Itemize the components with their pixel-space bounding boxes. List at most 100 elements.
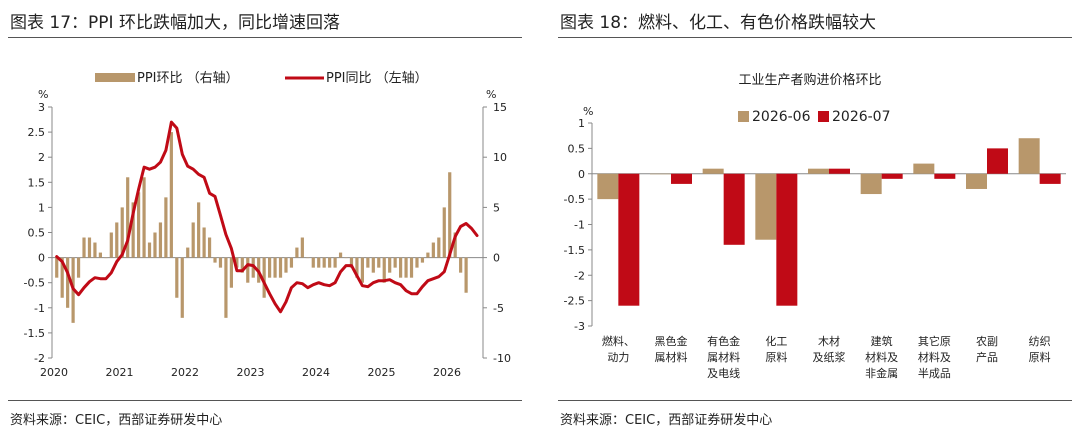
right-bottom-rule — [558, 400, 1072, 401]
chart-subtitle: 工业生产者购进价格环比 — [738, 72, 881, 88]
category-label: 动力 — [607, 351, 629, 364]
category-label: 及电线 — [707, 366, 740, 380]
mom-bar — [66, 257, 70, 308]
category-label: 材料及 — [918, 350, 951, 364]
y-tick-label: -1.5 — [564, 244, 585, 257]
bar-2026-07 — [723, 173, 745, 245]
mom-bar — [388, 257, 392, 273]
bar-2026-07 — [934, 173, 956, 179]
left-side-tick-label: -1.5 — [24, 327, 45, 340]
mom-bar — [317, 257, 321, 268]
legend-swatch-2026-07 — [818, 111, 829, 122]
bar-2026-06 — [650, 173, 671, 175]
mom-bar — [377, 257, 381, 268]
mom-bar — [60, 257, 64, 298]
right-axis-unit: % — [486, 88, 496, 101]
bar-2026-06 — [860, 173, 882, 195]
mom-bar — [104, 257, 108, 259]
mom-bar — [437, 237, 441, 258]
mom-bar — [415, 257, 419, 268]
right-chart-panel: 图表 18：燃料、化工、有色价格跌幅较大 工业生产者购进价格环比% 1 0.5 0 -0… — [550, 0, 1080, 437]
bar-2026-07 — [987, 148, 1008, 174]
mom-bar — [333, 257, 337, 268]
category-label: 其它原 — [918, 334, 951, 348]
x-tick-label: 2026 — [433, 366, 461, 379]
legend-swatch-mom — [95, 73, 135, 82]
left-chart-heading: 图表 17：PPI 环比跌幅加大，同比增速回落 — [10, 13, 340, 33]
y-tick-label: -2.5 — [564, 295, 585, 308]
mom-bar — [240, 257, 244, 273]
y-tick-label: -3 — [574, 320, 585, 333]
x-tick-label: 2023 — [237, 366, 265, 379]
bar-2026-06 — [597, 173, 619, 200]
mom-bar — [399, 257, 403, 278]
category-label: 有色金 — [707, 334, 740, 348]
mom-bar — [93, 242, 97, 258]
category-label: 黑色金 — [655, 334, 688, 348]
right-side-tick-label: -5 — [493, 302, 504, 315]
mom-bar — [453, 232, 457, 258]
mom-bar — [382, 257, 386, 283]
mom-bar — [311, 257, 315, 268]
mom-bar — [98, 252, 102, 258]
mom-bar — [295, 247, 299, 258]
right-side-tick-label: 5 — [493, 201, 500, 214]
bar-2026-07 — [829, 168, 850, 174]
mom-bar — [268, 257, 272, 278]
legend-label-mom: PPI环比 （右轴） — [137, 71, 239, 86]
left-bottom-rule — [8, 400, 522, 401]
left-side-tick-label: 0 — [38, 252, 45, 265]
bar-2026-06 — [966, 173, 987, 189]
mom-bar — [224, 257, 228, 318]
mom-bar — [300, 237, 304, 258]
category-label: 非金属 — [865, 366, 898, 380]
mom-bar — [235, 257, 239, 268]
mom-bar — [284, 257, 288, 273]
right-source-note: 资料来源：CEIC，西部证券研发中心 — [560, 413, 773, 428]
mom-bar — [360, 257, 364, 283]
category-label: 农副 — [976, 334, 998, 348]
legend-swatch-2026-06 — [738, 111, 749, 122]
mom-bar — [442, 207, 446, 258]
y-axis-unit: % — [583, 105, 593, 118]
mom-bar — [306, 257, 310, 259]
mom-bar — [273, 257, 277, 278]
mom-bar — [426, 252, 430, 258]
mom-bar — [229, 257, 233, 288]
mom-bar — [420, 257, 425, 263]
mom-bar — [448, 172, 452, 258]
mom-bar — [218, 257, 223, 268]
mom-bar — [459, 257, 463, 273]
category-label: 木材 — [818, 334, 840, 348]
left-side-tick-label: 1.5 — [28, 176, 46, 189]
mom-bar — [137, 192, 141, 258]
mom-bar — [371, 257, 375, 273]
bar-2026-06 — [702, 168, 724, 174]
bar-2026-07 — [671, 173, 692, 184]
category-label: 半成品 — [918, 366, 951, 380]
x-tick-label: 2022 — [171, 366, 199, 379]
left-side-tick-label: -1 — [34, 302, 45, 315]
bar-2026-06 — [755, 173, 777, 240]
mom-bar — [153, 232, 157, 258]
bar-2026-07 — [618, 173, 640, 306]
category-label: 及纸浆 — [813, 350, 846, 364]
ppi-chart: % %32.521.510.50-0.5-1-1.5-2151050-5-1020… — [24, 71, 511, 379]
mom-bar — [404, 257, 408, 278]
mom-bar — [202, 227, 206, 258]
mom-bar — [76, 257, 81, 278]
left-side-tick-label: 2.5 — [28, 126, 46, 139]
category-label: 燃料、 — [602, 334, 635, 348]
right-side-tick-label: 10 — [493, 151, 507, 164]
mom-bar — [207, 237, 212, 258]
category-label: 属材料 — [707, 350, 740, 364]
mom-bar — [349, 257, 354, 268]
legend-label-yoy: PPI同比 （左轴） — [326, 71, 428, 86]
right-side-tick-label: 15 — [493, 101, 507, 114]
mom-bar — [431, 242, 435, 258]
right-top-rule — [558, 37, 1072, 38]
mom-bar — [109, 232, 113, 258]
y-tick-label: -0.5 — [564, 193, 585, 206]
category-label: 属材料 — [655, 350, 688, 364]
category-label: 原料 — [1029, 350, 1051, 364]
